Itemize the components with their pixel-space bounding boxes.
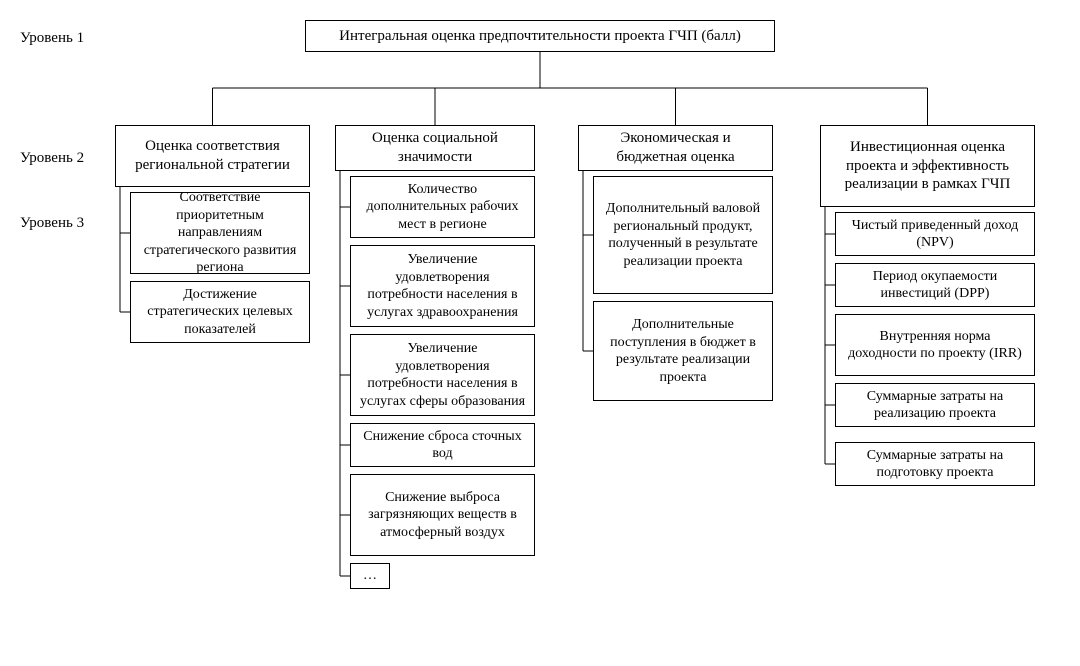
level-3-label: Уровень 3 <box>20 215 84 232</box>
branch-header: Инвестиционная оценка проекта и эффектив… <box>820 125 1035 207</box>
leaf-node: Увеличение удовлетворения потребности на… <box>350 245 535 327</box>
leaf-node: … <box>350 563 390 589</box>
level-2-label: Уровень 2 <box>20 150 84 167</box>
leaf-node: Дополнительный валовой региональный прод… <box>593 176 773 294</box>
branch-header: Экономическая и бюджетная оценка <box>578 125 773 171</box>
leaf-node: Снижение выброса загрязняющих веществ в … <box>350 474 535 556</box>
leaf-node: Увеличение удовлетворения потребности на… <box>350 334 535 416</box>
leaf-node: Дополнительные поступления в бюджет в ре… <box>593 301 773 401</box>
leaf-node: Период окупаемости инвестиций (DPP) <box>835 263 1035 307</box>
leaf-node: Соответствие приоритетным направлениям с… <box>130 192 310 274</box>
leaf-node: Суммарные затраты на подготовку проекта <box>835 442 1035 486</box>
branch-header: Оценка соответствия региональной стратег… <box>115 125 310 187</box>
branch-header: Оценка социальной значимости <box>335 125 535 171</box>
leaf-node: Снижение сброса сточных вод <box>350 423 535 467</box>
level-1-label: Уровень 1 <box>20 30 84 47</box>
leaf-node: Внутренняя норма доходности по проекту (… <box>835 314 1035 376</box>
leaf-node: Чистый приведенный доход (NPV) <box>835 212 1035 256</box>
root-node: Интегральная оценка предпочтительности п… <box>305 20 775 52</box>
leaf-node: Суммарные затраты на реализацию проекта <box>835 383 1035 427</box>
leaf-node: Достижение стратегических целевых показа… <box>130 281 310 343</box>
leaf-node: Количество дополнительных рабочих мест в… <box>350 176 535 238</box>
